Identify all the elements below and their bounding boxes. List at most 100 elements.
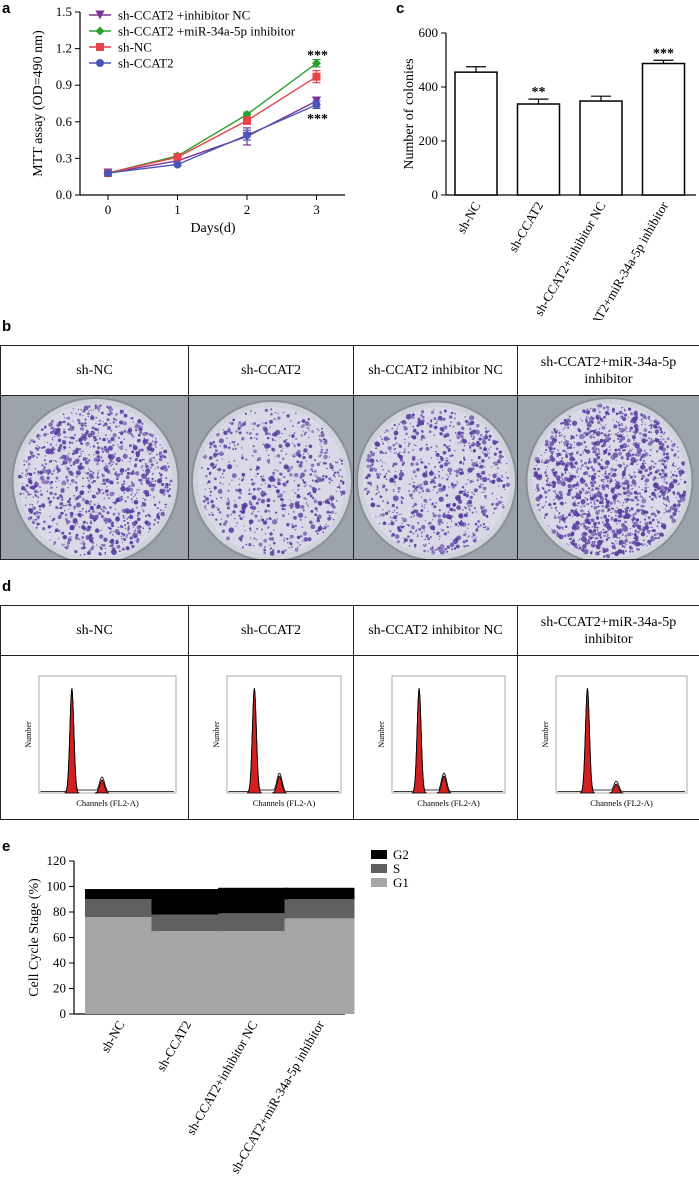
colony bbox=[264, 510, 268, 513]
colony bbox=[150, 451, 153, 454]
colony bbox=[591, 446, 595, 450]
colony bbox=[623, 409, 626, 412]
colony bbox=[31, 485, 36, 490]
colony bbox=[660, 524, 663, 527]
colony bbox=[457, 432, 460, 435]
colony bbox=[260, 499, 266, 504]
colony bbox=[609, 536, 611, 538]
colony bbox=[84, 460, 89, 465]
colony bbox=[620, 422, 623, 425]
colony bbox=[158, 457, 163, 462]
panel-b-header-3: sh-CCAT2 inhibitor NC bbox=[353, 345, 518, 396]
colony bbox=[73, 507, 76, 510]
colony bbox=[629, 545, 632, 548]
colony bbox=[290, 534, 294, 539]
colony bbox=[80, 455, 82, 457]
colony bbox=[314, 513, 317, 516]
colony bbox=[638, 470, 643, 474]
colony bbox=[91, 545, 94, 547]
colony bbox=[110, 465, 112, 467]
colony bbox=[432, 519, 434, 521]
colony bbox=[600, 539, 604, 543]
colony bbox=[680, 478, 682, 481]
colony bbox=[651, 491, 656, 497]
colony bbox=[569, 537, 573, 540]
colony bbox=[656, 428, 658, 430]
colony bbox=[118, 446, 120, 448]
colony bbox=[154, 480, 157, 482]
colony bbox=[121, 526, 124, 529]
colony bbox=[76, 522, 79, 525]
colony bbox=[627, 498, 629, 500]
colony bbox=[112, 492, 115, 495]
y-tick-label: 40 bbox=[53, 955, 66, 970]
g2-peak bbox=[272, 775, 287, 794]
colony bbox=[314, 507, 318, 511]
colony bbox=[662, 452, 666, 455]
colony bbox=[615, 420, 618, 423]
colony bbox=[421, 525, 426, 530]
colony bbox=[614, 448, 618, 452]
histogram-frame bbox=[391, 675, 506, 794]
colony bbox=[311, 496, 315, 500]
colony bbox=[471, 511, 474, 514]
colony bbox=[609, 479, 613, 483]
colony bbox=[213, 444, 217, 448]
colony bbox=[636, 548, 640, 551]
colony bbox=[493, 461, 498, 466]
colony bbox=[340, 459, 344, 463]
colony bbox=[672, 462, 675, 465]
colony bbox=[325, 523, 327, 526]
colony bbox=[28, 467, 30, 469]
colony bbox=[226, 506, 230, 510]
colony bbox=[424, 504, 426, 506]
colony bbox=[628, 407, 632, 411]
colony bbox=[56, 523, 59, 525]
colony bbox=[591, 493, 593, 495]
colony bbox=[591, 526, 594, 528]
colony bbox=[288, 537, 291, 540]
significance-label: *** bbox=[307, 112, 328, 127]
colony bbox=[51, 492, 54, 495]
colony bbox=[304, 516, 307, 519]
colony bbox=[166, 462, 169, 465]
colony bbox=[308, 454, 313, 459]
colony bbox=[552, 474, 554, 476]
colony bbox=[253, 437, 256, 439]
colony bbox=[636, 548, 638, 551]
colony bbox=[416, 468, 420, 472]
colony bbox=[554, 471, 558, 475]
colony bbox=[401, 517, 403, 519]
colony bbox=[395, 506, 399, 509]
colony bbox=[666, 437, 670, 441]
colony bbox=[622, 449, 624, 452]
colony bbox=[560, 434, 563, 436]
colony bbox=[317, 488, 320, 491]
colony bbox=[545, 474, 548, 478]
colony bbox=[604, 522, 611, 528]
colony bbox=[570, 452, 574, 456]
colony bbox=[586, 513, 591, 518]
colony bbox=[162, 509, 165, 512]
colony bbox=[439, 417, 443, 422]
colony bbox=[471, 442, 476, 447]
colony bbox=[393, 452, 396, 455]
colony bbox=[269, 548, 271, 551]
colony bbox=[626, 494, 629, 497]
colony bbox=[123, 516, 126, 519]
colony bbox=[134, 429, 138, 432]
colony bbox=[592, 478, 596, 482]
colony bbox=[645, 515, 647, 517]
colony bbox=[37, 518, 40, 520]
colony bbox=[485, 528, 488, 531]
colony bbox=[461, 516, 464, 519]
colony bbox=[425, 443, 428, 446]
colony bbox=[578, 539, 580, 541]
colony bbox=[464, 489, 467, 491]
colony bbox=[262, 520, 268, 525]
colony bbox=[674, 509, 678, 513]
colony bbox=[563, 467, 568, 472]
colony bbox=[655, 450, 659, 453]
colony bbox=[597, 439, 599, 441]
colony bbox=[452, 425, 455, 428]
